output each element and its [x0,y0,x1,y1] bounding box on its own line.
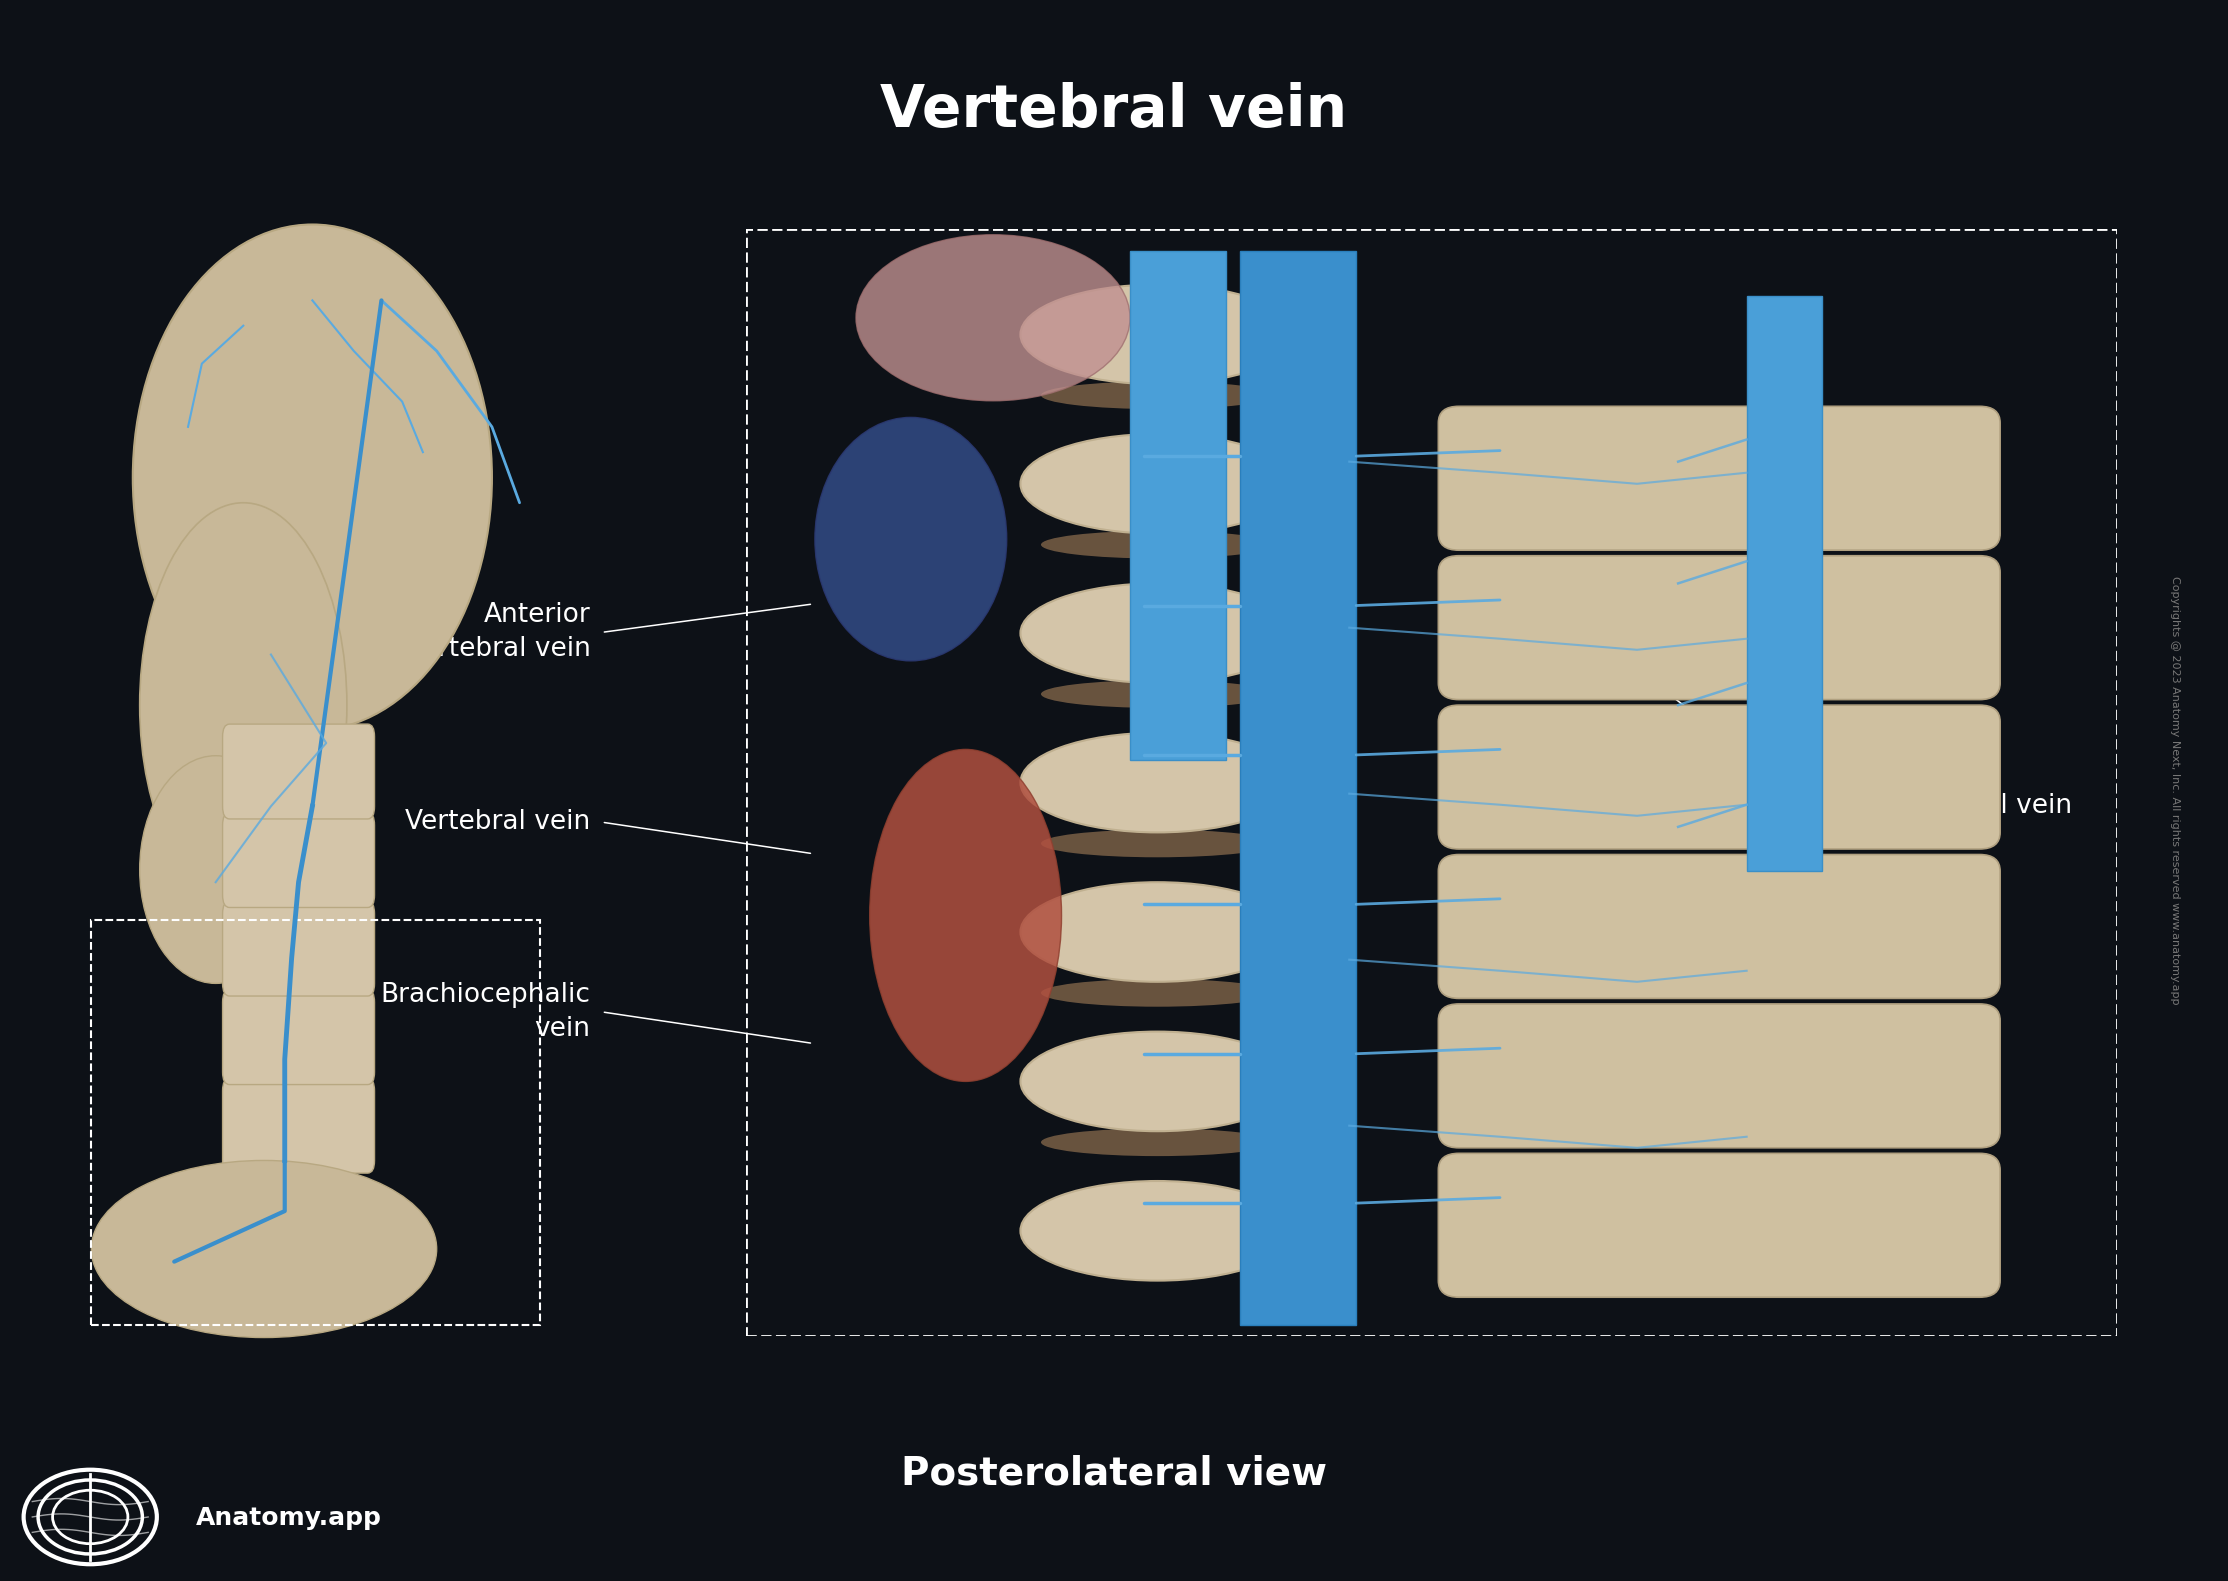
Ellipse shape [1040,680,1274,708]
Ellipse shape [91,1160,437,1338]
Ellipse shape [1040,979,1274,1007]
Ellipse shape [1020,882,1294,982]
Ellipse shape [815,417,1007,661]
Ellipse shape [856,236,1130,402]
Ellipse shape [1020,1181,1294,1281]
Bar [1130,251,1225,760]
FancyBboxPatch shape [223,901,374,996]
Ellipse shape [1040,531,1274,558]
Ellipse shape [869,749,1061,1081]
Ellipse shape [140,756,292,983]
Ellipse shape [1040,381,1274,409]
FancyBboxPatch shape [223,990,374,1085]
FancyBboxPatch shape [1439,705,2001,849]
FancyBboxPatch shape [223,724,374,819]
Ellipse shape [1020,433,1294,534]
Text: Deep cervical vein: Deep cervical vein [1827,794,2072,819]
Text: Posterolateral view: Posterolateral view [900,1455,1328,1492]
FancyBboxPatch shape [1439,854,2001,999]
Text: Anterior
vertebral vein: Anterior vertebral vein [405,602,590,662]
Ellipse shape [134,225,492,730]
FancyBboxPatch shape [1439,1154,2001,1296]
Bar [1239,251,1357,1325]
Ellipse shape [1020,1031,1294,1132]
Text: Brachiocephalic
vein: Brachiocephalic vein [381,982,590,1042]
Text: Anatomy.app: Anatomy.app [196,1505,381,1530]
FancyBboxPatch shape [1439,557,2001,699]
FancyBboxPatch shape [1439,1004,2001,1148]
Ellipse shape [1020,583,1294,683]
Text: Vertebral vein: Vertebral vein [880,82,1348,139]
Bar [1747,296,1823,871]
Bar [91,920,541,1325]
Ellipse shape [140,503,348,907]
Ellipse shape [1040,1129,1274,1156]
FancyBboxPatch shape [1439,406,2001,550]
FancyBboxPatch shape [223,813,374,907]
Ellipse shape [1020,734,1294,832]
Text: Vertebral vein: Vertebral vein [405,809,590,835]
FancyBboxPatch shape [223,1078,374,1173]
Ellipse shape [1020,285,1294,384]
Ellipse shape [1040,830,1274,857]
Text: Copyrights @ 2023 Anatomy Next, Inc. All rights reserved www.anatomy.app: Copyrights @ 2023 Anatomy Next, Inc. All… [2170,575,2179,1006]
